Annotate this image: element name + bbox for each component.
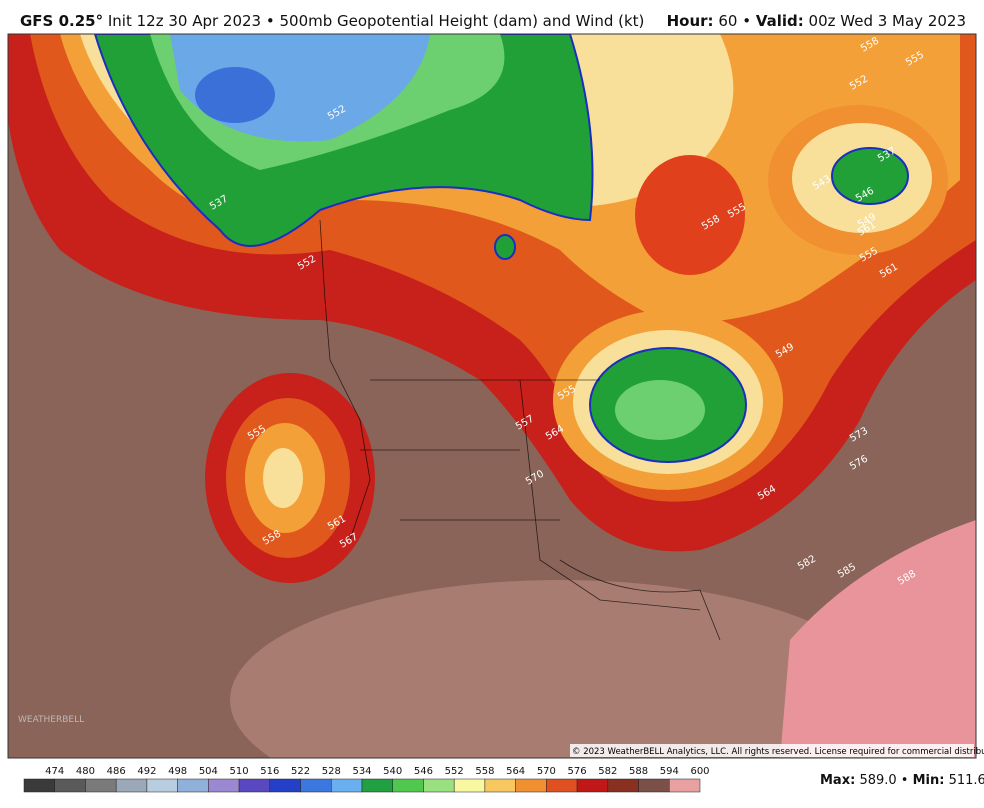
valid-label: Valid: xyxy=(755,12,804,30)
legend-tick: 516 xyxy=(260,766,279,777)
header-right: Hour: 60 • Valid: 00z Wed 3 May 2023 xyxy=(666,12,966,30)
max: 589.0 xyxy=(859,773,896,788)
legend-swatch xyxy=(638,778,670,793)
hour-label: Hour: xyxy=(666,12,714,30)
legend-tick: 534 xyxy=(352,766,371,777)
legend-tick: 570 xyxy=(537,766,556,777)
copyright: © 2023 WeatherBELL Analytics, LLC. All r… xyxy=(572,747,984,757)
legend-swatch xyxy=(361,778,393,793)
legend-swatch xyxy=(300,778,332,793)
legend-tick: 486 xyxy=(107,766,126,777)
legend-swatch xyxy=(453,778,486,793)
legend-tick: 540 xyxy=(383,766,402,777)
legend-swatch xyxy=(484,778,516,793)
legend-swatch xyxy=(576,778,609,793)
legend-tick: 474 xyxy=(45,766,64,777)
legend-tick: 588 xyxy=(629,766,648,777)
legend-swatch xyxy=(546,778,578,793)
legend-swatch xyxy=(238,778,271,793)
legend-tick: 552 xyxy=(445,766,464,777)
legend-swatch xyxy=(607,778,639,793)
legend-swatch xyxy=(85,778,117,793)
valid: 00z Wed 3 May 2023 xyxy=(808,12,966,30)
legend-swatch xyxy=(177,778,209,793)
model: GFS 0.25° xyxy=(20,12,104,30)
legend-tick: 528 xyxy=(322,766,341,777)
legend-tick: 600 xyxy=(690,766,709,777)
min: 511.6 xyxy=(949,773,984,788)
legend-tick: 546 xyxy=(414,766,433,777)
legend-swatch xyxy=(392,778,424,793)
legend-tick: 510 xyxy=(230,766,249,777)
legend-tick: 480 xyxy=(76,766,95,777)
legend-tick: 564 xyxy=(506,766,525,777)
header-left: GFS 0.25° Init 12z 30 Apr 2023 • 500mb G… xyxy=(20,12,644,30)
legend-swatch xyxy=(331,778,363,793)
max-min: Max: 589.0 • Min: 511.6 xyxy=(820,773,984,788)
legend-swatch xyxy=(208,778,240,793)
legend-tick: 558 xyxy=(475,766,494,777)
sep: • xyxy=(901,773,909,788)
legend-swatch xyxy=(669,778,701,793)
legend-tick: 582 xyxy=(598,766,617,777)
logo: WEATHERBELL xyxy=(18,715,84,725)
legend-swatch xyxy=(54,778,86,793)
legend-swatch xyxy=(146,778,178,793)
legend-swatch xyxy=(23,778,55,793)
legend-tick: 594 xyxy=(660,766,679,777)
legend-swatch xyxy=(269,778,301,793)
legend-swatch xyxy=(115,778,148,793)
legend-tick: 576 xyxy=(568,766,587,777)
legend-tick: 522 xyxy=(291,766,310,777)
legend-tick: 504 xyxy=(199,766,218,777)
init: Init 12z 30 Apr 2023 • 500mb Geopotentia… xyxy=(107,12,645,30)
legend-tick: 492 xyxy=(137,766,156,777)
legend-swatch xyxy=(515,778,547,793)
hour: 60 xyxy=(718,12,738,30)
legend-tick: 498 xyxy=(168,766,187,777)
min-label: Min: xyxy=(913,773,945,788)
legend-swatch xyxy=(423,778,455,793)
max-label: Max: xyxy=(820,773,855,788)
